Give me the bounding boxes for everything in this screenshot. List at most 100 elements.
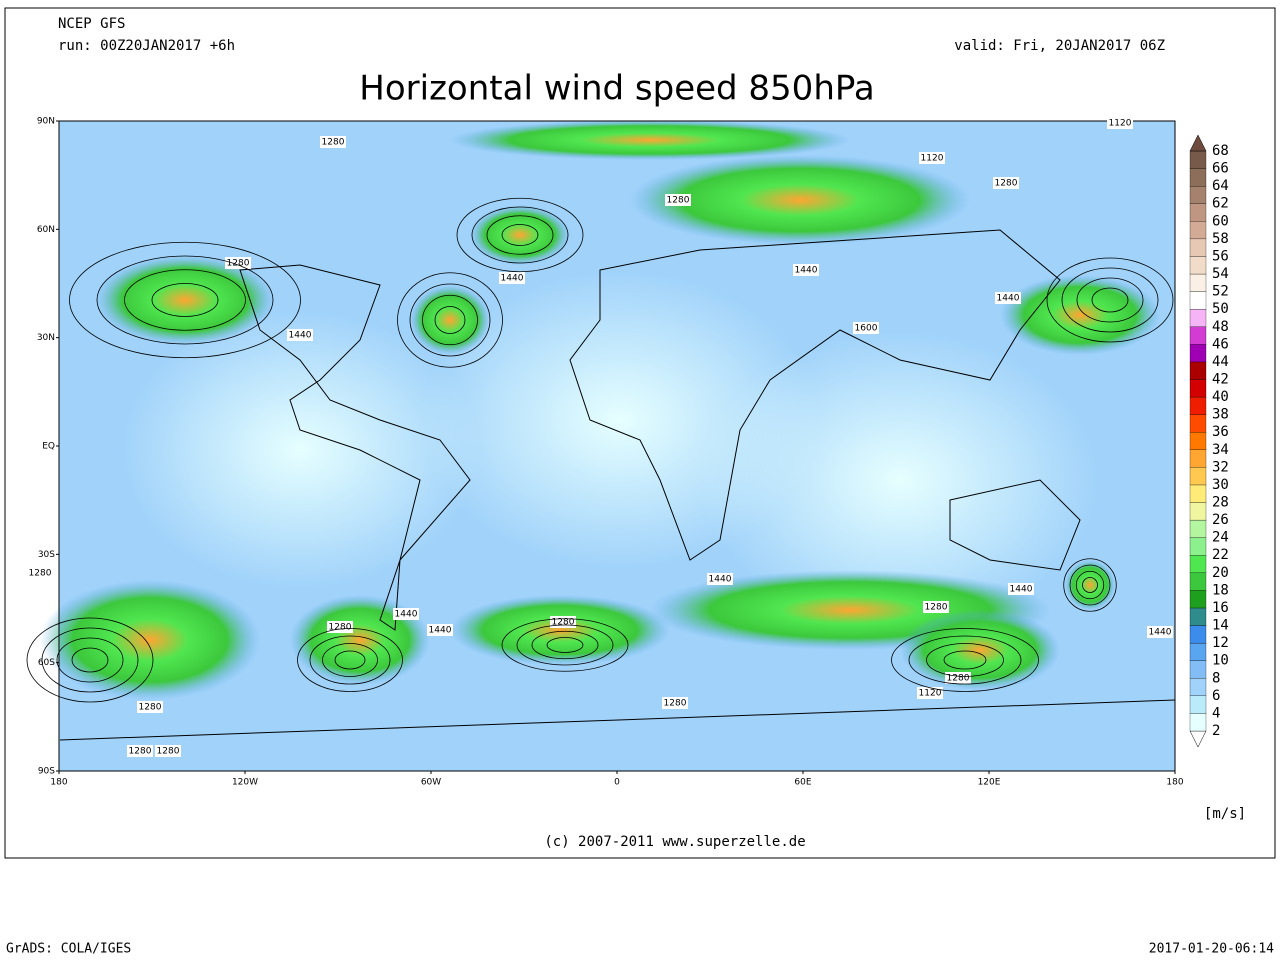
contour-line [501,224,539,246]
lat-label: 30S [38,550,55,560]
colorbar-label: 50 [1212,301,1229,317]
colorbar-label: 6 [1212,688,1220,704]
lon-label: 120E [978,778,1001,788]
contour-line [943,650,987,670]
colorbar-label: 34 [1212,442,1229,458]
lat-label: EQ [42,442,55,452]
colorbar-band [1189,625,1207,644]
contour-label: 1120 [1109,119,1132,129]
contour-label: 1280 [552,618,575,628]
jet [900,610,1060,690]
contour-line [322,643,378,677]
contour-line [309,635,391,685]
colorbar-band [1189,326,1207,345]
colorbar-band [1189,519,1207,538]
colorbar-band [1189,484,1207,503]
colorbar-label: 42 [1212,371,1229,387]
contour-label-box [137,701,163,713]
contour-label-box [1008,583,1034,595]
lon-label: 60E [794,778,811,788]
colorbar-label: 22 [1212,547,1229,563]
contour-label: 1280 [947,674,970,684]
jet [450,120,850,160]
colorbar-band [1189,238,1207,257]
contour-label: 1600 [855,324,878,334]
colorbar-band [1189,695,1207,714]
contour-line [1061,267,1159,333]
contour-label-box [945,672,971,684]
contour-label: 1280 [329,623,352,633]
map: 1280 1120 1120 1280 1280 1280 1440 1440 1440 1440… [26,117,1176,772]
footer-right: 2017-01-20-06:14 [1149,942,1274,957]
colorbar-label: 56 [1212,248,1229,264]
contour-line [41,627,139,693]
colorbar-band [1189,502,1207,521]
contour-line [56,637,124,683]
colorbar-label: 14 [1212,618,1229,634]
contour-line [501,618,629,672]
jet [95,255,275,345]
colorbar-band [1189,432,1207,450]
colorbar-band [1189,150,1207,169]
colorbar-label: 20 [1212,565,1229,581]
contour-line [1046,257,1174,343]
contour-line [96,255,274,345]
jet [630,155,970,245]
colorbar-label: 68 [1212,143,1229,159]
contour-label-box [1107,117,1133,129]
lat-label: 60S [38,658,55,668]
contour-line [151,283,219,317]
contour-line [546,637,584,653]
colorbar-band [1189,449,1207,468]
jet [1000,275,1160,355]
colorbar-label: 60 [1212,213,1229,229]
colorbar-label: 24 [1212,530,1229,546]
calm-area [120,310,480,590]
contour-label: 1280 [664,699,687,709]
contour-label-box [662,697,688,709]
colorbar-label: 18 [1212,582,1229,598]
contour-line [1069,564,1111,606]
colorbar-label: 58 [1212,231,1229,247]
colorbar-label: 12 [1212,635,1229,651]
contour-line [69,241,301,359]
contour-line [1091,287,1129,313]
colorbar-label: 26 [1212,512,1229,528]
contour-label: 1440 [997,294,1020,304]
colorbar-band [1189,344,1207,363]
lon-label: 180 [50,778,67,788]
colorbar-band [1189,221,1207,240]
jet [470,205,570,265]
coastline [59,699,1176,741]
colorbar-band [1189,273,1207,292]
coastline [569,229,1061,561]
lon-label: 120W [232,778,258,788]
contour-line [409,283,491,357]
colorbar-band [1189,256,1207,275]
contour-label-box [427,624,453,636]
lat-label: 60N [37,225,55,235]
colorbar-band [1189,361,1207,380]
contour-label-box [993,177,1019,189]
colorbar-band [1189,590,1207,609]
contour-label-box [393,608,419,620]
colorbar-triangle [1189,134,1207,152]
contour-line [334,650,366,670]
colorbar-label: 40 [1212,389,1229,405]
run: run: 00Z20JAN2017 +6h [58,38,235,54]
lon-label: 180 [1166,778,1183,788]
contour-label-box [287,329,313,341]
colorbar-label: 2 [1212,723,1220,739]
contour-line [26,617,154,703]
colorbar-band [1189,379,1207,398]
colorbar-band [1189,396,1207,415]
contour-line [1076,277,1144,323]
valid: valid: Fri, 20JAN2017 06Z [954,38,1165,54]
colorbar-band [1189,642,1207,661]
colorbar-band [1189,414,1207,433]
contour-line [124,269,246,331]
contour-line [1075,570,1105,600]
contour-line [516,624,614,666]
colorbar-label: 4 [1212,705,1220,721]
